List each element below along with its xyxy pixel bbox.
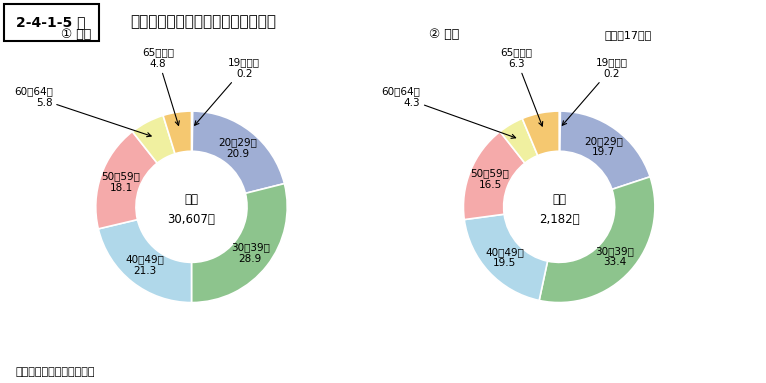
Text: 40〜49歳
21.3: 40〜49歳 21.3 bbox=[126, 255, 165, 276]
Wedge shape bbox=[192, 111, 284, 193]
Wedge shape bbox=[560, 111, 650, 189]
Text: 40〜49歳
19.5: 40〜49歳 19.5 bbox=[485, 247, 524, 268]
Wedge shape bbox=[192, 111, 193, 151]
Wedge shape bbox=[500, 118, 538, 163]
Text: 30〜39歳
33.4: 30〜39歳 33.4 bbox=[595, 246, 634, 267]
Text: 20〜29歳
19.7: 20〜29歳 19.7 bbox=[584, 136, 623, 157]
Text: 30〜39歳
28.9: 30〜39歳 28.9 bbox=[231, 242, 270, 264]
FancyBboxPatch shape bbox=[4, 3, 99, 41]
Text: ② 女子: ② 女子 bbox=[429, 28, 459, 41]
Text: 65歳以上
4.8: 65歳以上 4.8 bbox=[142, 47, 179, 125]
Text: 20〜29歳
20.9: 20〜29歳 20.9 bbox=[218, 137, 257, 159]
Text: 新受刑者の男女別・年齢層別構成比: 新受刑者の男女別・年齢層別構成比 bbox=[130, 15, 276, 29]
Text: 19歳以下
0.2: 19歳以下 0.2 bbox=[562, 57, 628, 125]
Text: 30,607人: 30,607人 bbox=[168, 213, 215, 226]
Text: 60〜64歳
5.8: 60〜64歳 5.8 bbox=[14, 86, 151, 137]
Text: 総数: 総数 bbox=[185, 193, 198, 206]
Wedge shape bbox=[98, 219, 192, 303]
Wedge shape bbox=[559, 111, 561, 151]
Text: 19歳以下
0.2: 19歳以下 0.2 bbox=[195, 57, 260, 125]
Text: 2,182人: 2,182人 bbox=[538, 213, 580, 226]
Wedge shape bbox=[539, 177, 655, 303]
Wedge shape bbox=[463, 132, 525, 219]
Wedge shape bbox=[522, 111, 559, 155]
Wedge shape bbox=[133, 115, 175, 163]
Text: 2-4-1-5 図: 2-4-1-5 図 bbox=[16, 15, 86, 29]
Text: 50〜59歳
18.1: 50〜59歳 18.1 bbox=[102, 171, 140, 193]
Wedge shape bbox=[163, 111, 192, 154]
Text: 65歳以上
6.3: 65歳以上 6.3 bbox=[500, 47, 543, 126]
Text: ① 男子: ① 男子 bbox=[61, 28, 91, 41]
Text: 総数: 総数 bbox=[552, 193, 566, 206]
Wedge shape bbox=[96, 131, 157, 229]
Text: （平成17年）: （平成17年） bbox=[604, 30, 652, 40]
Wedge shape bbox=[464, 214, 548, 300]
Text: 50〜59歳
16.5: 50〜59歳 16.5 bbox=[470, 168, 509, 190]
Wedge shape bbox=[192, 183, 287, 303]
Text: 60〜64歳
4.3: 60〜64歳 4.3 bbox=[381, 86, 516, 138]
Text: 注　矯正統計年報による。: 注 矯正統計年報による。 bbox=[15, 367, 95, 377]
